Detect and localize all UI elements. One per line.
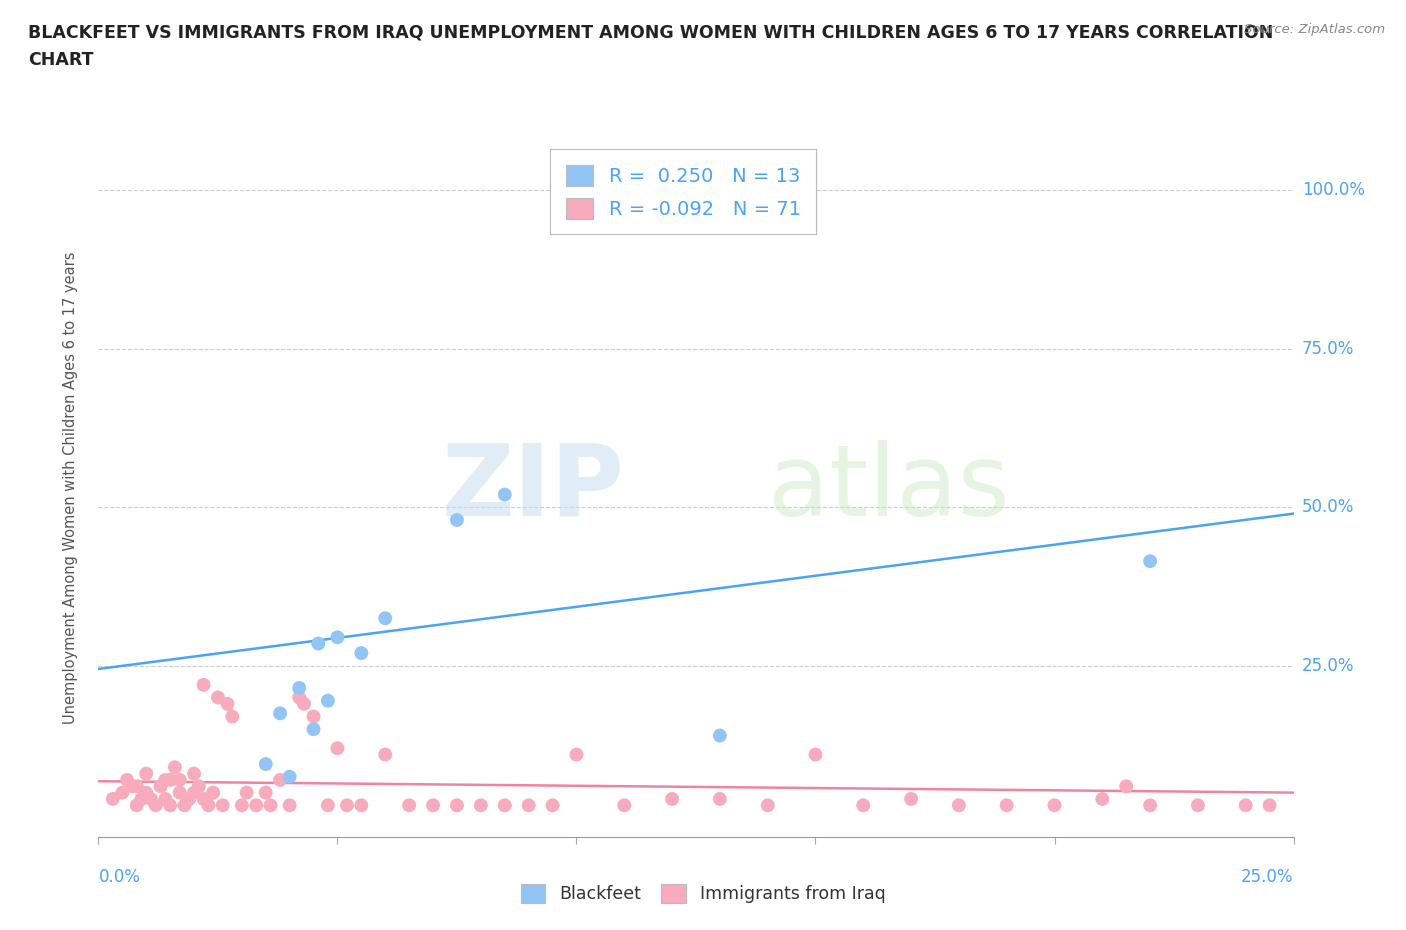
- Point: [163, 760, 186, 775]
- Point: [288, 681, 311, 696]
- Point: [101, 791, 124, 806]
- Text: 0.0%: 0.0%: [98, 868, 141, 885]
- Point: [173, 798, 195, 813]
- Point: [1139, 553, 1161, 568]
- Point: [179, 791, 201, 806]
- Point: [316, 693, 339, 708]
- Point: [1043, 798, 1066, 813]
- Point: [316, 798, 339, 813]
- Point: [494, 798, 516, 813]
- Point: [1091, 791, 1114, 806]
- Point: [231, 798, 253, 813]
- Point: [804, 747, 827, 762]
- Point: [193, 677, 215, 692]
- Point: [336, 798, 359, 813]
- Point: [155, 773, 177, 788]
- Point: [326, 741, 349, 756]
- Point: [115, 773, 138, 788]
- Point: [398, 798, 420, 813]
- Text: 50.0%: 50.0%: [1302, 498, 1354, 516]
- Legend: R =  0.250   N = 13, R = -0.092   N = 71: R = 0.250 N = 13, R = -0.092 N = 71: [550, 149, 817, 234]
- Point: [254, 757, 277, 772]
- Text: Source: ZipAtlas.com: Source: ZipAtlas.com: [1244, 23, 1385, 36]
- Point: [135, 785, 157, 800]
- Y-axis label: Unemployment Among Women with Children Ages 6 to 17 years: Unemployment Among Women with Children A…: [63, 252, 77, 724]
- Point: [121, 778, 143, 793]
- Point: [288, 690, 311, 705]
- Point: [1234, 798, 1257, 813]
- Point: [207, 690, 229, 705]
- Point: [374, 611, 396, 626]
- Text: 25.0%: 25.0%: [1302, 657, 1354, 675]
- Point: [125, 798, 148, 813]
- Point: [374, 747, 396, 762]
- Point: [756, 798, 779, 813]
- Point: [131, 791, 153, 806]
- Point: [259, 798, 281, 813]
- Point: [169, 773, 191, 788]
- Point: [145, 798, 167, 813]
- Point: [517, 798, 540, 813]
- Point: [307, 636, 329, 651]
- Point: [269, 773, 291, 788]
- Text: BLACKFEET VS IMMIGRANTS FROM IRAQ UNEMPLOYMENT AMONG WOMEN WITH CHILDREN AGES 6 : BLACKFEET VS IMMIGRANTS FROM IRAQ UNEMPL…: [28, 23, 1274, 41]
- Point: [202, 785, 225, 800]
- Legend: Blackfeet, Immigrants from Iraq: Blackfeet, Immigrants from Iraq: [512, 875, 894, 912]
- Text: 100.0%: 100.0%: [1302, 181, 1365, 199]
- Point: [149, 778, 172, 793]
- Point: [211, 798, 233, 813]
- Point: [541, 798, 564, 813]
- Point: [217, 697, 239, 711]
- Point: [446, 798, 468, 813]
- Point: [302, 722, 325, 737]
- Point: [852, 798, 875, 813]
- Point: [155, 791, 177, 806]
- Text: ZIP: ZIP: [441, 440, 624, 537]
- Point: [135, 766, 157, 781]
- Point: [613, 798, 636, 813]
- Point: [326, 630, 349, 644]
- Point: [187, 778, 209, 793]
- Point: [169, 785, 191, 800]
- Point: [709, 791, 731, 806]
- Text: atlas: atlas: [768, 440, 1010, 537]
- Point: [1187, 798, 1209, 813]
- Text: 75.0%: 75.0%: [1302, 339, 1354, 358]
- Point: [183, 785, 205, 800]
- Point: [183, 766, 205, 781]
- Point: [900, 791, 922, 806]
- Point: [159, 773, 181, 788]
- Point: [709, 728, 731, 743]
- Text: CHART: CHART: [28, 51, 94, 69]
- Point: [302, 709, 325, 724]
- Point: [350, 798, 373, 813]
- Point: [139, 791, 162, 806]
- Point: [350, 645, 373, 660]
- Point: [995, 798, 1018, 813]
- Point: [269, 706, 291, 721]
- Point: [278, 798, 301, 813]
- Point: [292, 697, 315, 711]
- Point: [221, 709, 243, 724]
- Text: 25.0%: 25.0%: [1241, 868, 1294, 885]
- Point: [1115, 778, 1137, 793]
- Point: [197, 798, 219, 813]
- Point: [446, 512, 468, 527]
- Point: [278, 769, 301, 784]
- Point: [254, 785, 277, 800]
- Point: [1139, 798, 1161, 813]
- Point: [1258, 798, 1281, 813]
- Point: [193, 791, 215, 806]
- Point: [125, 778, 148, 793]
- Point: [565, 747, 588, 762]
- Point: [470, 798, 492, 813]
- Point: [111, 785, 134, 800]
- Point: [159, 798, 181, 813]
- Point: [245, 798, 267, 813]
- Point: [494, 487, 516, 502]
- Point: [235, 785, 257, 800]
- Point: [661, 791, 683, 806]
- Point: [948, 798, 970, 813]
- Point: [422, 798, 444, 813]
